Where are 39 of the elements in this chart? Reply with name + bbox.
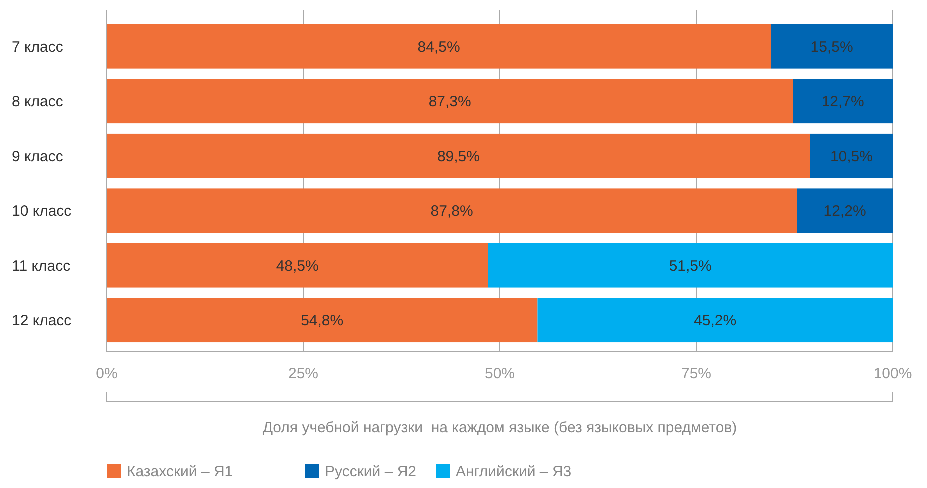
bar xyxy=(107,79,794,124)
bar xyxy=(107,24,772,69)
data-label: 51,5% xyxy=(669,258,712,275)
y-tick-label: 7 класс xyxy=(12,38,64,56)
bar xyxy=(107,188,798,234)
data-label: 84,5% xyxy=(418,38,460,56)
x-tick-label: 0% xyxy=(96,365,118,382)
y-tick-label: 9 класс xyxy=(12,148,64,166)
bar xyxy=(538,298,893,343)
y-tick-label: 11 класс xyxy=(12,258,72,275)
legend-label: Казахский – Я1 xyxy=(127,463,234,480)
bar xyxy=(488,243,893,288)
data-label: 89,5% xyxy=(437,148,480,166)
bar xyxy=(107,243,488,288)
bar xyxy=(107,298,538,343)
bar xyxy=(797,188,893,234)
data-label: 48,5% xyxy=(276,258,319,275)
x-tick-label: 50% xyxy=(484,365,516,382)
y-tick-label: 8 класс xyxy=(12,94,64,111)
y-tick-label: 10 класс xyxy=(12,203,72,220)
data-label: 87,3% xyxy=(428,94,472,111)
y-tick-label: 12 класс xyxy=(12,312,72,330)
bar xyxy=(107,134,810,178)
data-label: 10,5% xyxy=(830,148,874,166)
data-label: 54,8% xyxy=(301,312,344,330)
bar xyxy=(793,79,893,124)
x-tick-label: 75% xyxy=(681,365,712,382)
data-label: 12,2% xyxy=(824,203,866,220)
data-label: 15,5% xyxy=(810,38,854,56)
legend-label: Английский – Я3 xyxy=(456,463,572,480)
bar xyxy=(771,24,893,69)
x-tick-label: 25% xyxy=(288,365,319,382)
x-axis-title: Доля учебной нагрузки на каждом языке (без языковых предметов) xyxy=(262,419,738,436)
data-label: 45,2% xyxy=(694,312,737,330)
legend-label: Русский – Я2 xyxy=(325,463,417,480)
data-label: 87,8% xyxy=(430,203,474,220)
x-tick-label: 100% xyxy=(874,365,912,382)
bar xyxy=(810,134,893,178)
data-label: 12,7% xyxy=(822,94,864,111)
